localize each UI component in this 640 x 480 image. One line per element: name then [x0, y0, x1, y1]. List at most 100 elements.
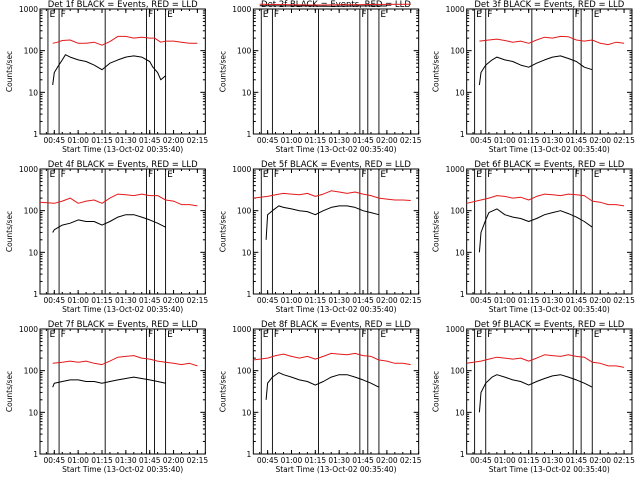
series-line-events — [478, 374, 593, 413]
event-marker-label: F — [148, 330, 153, 340]
series-line-lld — [466, 354, 625, 368]
detector-panel-6: Det 6f BLACK = Events, RED = LLD 1 10 100 10… — [432, 160, 635, 314]
event-marker-label: F — [61, 330, 66, 340]
detector-panel-1: Det 1f BLACK = Events, RED = LLD 1 10 100 10… — [5, 0, 208, 154]
x-tick-label: 01:00 — [494, 456, 516, 465]
x-tick-label: 01:00 — [67, 136, 89, 145]
x-tick-label: 00:45 — [257, 296, 279, 305]
event-marker-label: F — [361, 10, 366, 20]
x-tick-label: 00:45 — [470, 456, 492, 465]
panel-title: Det 1f BLACK = Events, RED = LLD — [48, 0, 198, 10]
x-tick-label: 01:00 — [281, 296, 303, 305]
detector-panel-8: Det 8f BLACK = Events, RED = LLD 1 10 100 10… — [218, 320, 421, 474]
event-marker-label: F — [361, 170, 366, 180]
y-tick-label: 1000 — [232, 5, 251, 14]
panel-title: Det 6f BLACK = Events, RED = LLD — [474, 160, 624, 170]
x-tick-label: 02:15 — [613, 456, 635, 465]
series-line-events — [265, 205, 380, 240]
series-line-lld — [479, 35, 625, 46]
x-tick-label: 01:45 — [566, 296, 588, 305]
event-marker-label: E — [476, 10, 482, 20]
x-tick-label: 02:00 — [589, 296, 611, 305]
x-tick-label: 01:30 — [542, 456, 564, 465]
x-tick-label: 02:00 — [163, 456, 185, 465]
y-axis-label: Counts/sec — [5, 371, 14, 412]
y-tick-label: 10 — [242, 248, 252, 257]
event-marker-label: E — [594, 330, 600, 340]
x-tick-label: 02:15 — [400, 136, 422, 145]
event-marker-label: F — [61, 10, 66, 20]
series-line-lld — [253, 190, 411, 201]
detector-panel-3: Det 3f BLACK = Events, RED = LLD 1 10 100 10… — [432, 0, 635, 154]
panel-title: Det 4f BLACK = Events, RED = LLD — [48, 160, 198, 170]
event-marker-label: E — [263, 330, 269, 340]
y-axis-label: Counts/sec — [5, 51, 14, 92]
event-marker-label: E — [380, 10, 386, 20]
series-line-lld — [253, 352, 411, 366]
x-tick-label: 01:15 — [518, 136, 540, 145]
x-tick-label: 01:30 — [542, 136, 564, 145]
y-axis-label: Counts/sec — [218, 211, 227, 252]
plot-frame — [39, 168, 206, 295]
y-tick-label: 1 — [247, 130, 252, 139]
event-marker-label: E — [167, 170, 173, 180]
series-line-events — [259, 5, 387, 7]
event-marker-label: F — [274, 10, 279, 20]
y-tick-label: 1 — [33, 130, 38, 139]
x-tick-label: 00:45 — [43, 296, 65, 305]
detector-panel-4: Det 4f BLACK = Events, RED = LLD 1 10 100 10… — [5, 160, 208, 314]
y-tick-label: 1000 — [19, 165, 38, 174]
y-tick-label: 1 — [247, 290, 252, 299]
event-marker-label: E — [263, 10, 269, 20]
y-axis-label: Counts/sec — [5, 211, 14, 252]
x-tick-label: 01:30 — [115, 296, 137, 305]
panel-title: Det 8f BLACK = Events, RED = LLD — [261, 320, 411, 330]
x-tick-label: 02:15 — [187, 136, 209, 145]
event-marker-label: E — [49, 330, 55, 340]
y-tick-label: 100 — [450, 47, 465, 56]
x-tick-label: 00:45 — [43, 456, 65, 465]
x-tick-label: 01:30 — [115, 136, 137, 145]
x-tick-label: 01:45 — [352, 296, 374, 305]
y-axis-label: Counts/sec — [432, 371, 441, 412]
y-tick-label: 10 — [28, 248, 38, 257]
x-tick-label: 00:45 — [470, 136, 492, 145]
event-marker-label: E — [263, 170, 269, 180]
plot-frame — [466, 168, 633, 295]
event-marker-label: F — [487, 170, 492, 180]
x-tick-label: 02:15 — [400, 296, 422, 305]
y-tick-label: 10 — [28, 408, 38, 417]
x-tick-label: 01:00 — [67, 456, 89, 465]
x-axis-label: Start Time (13-Oct-02 00:35:40) — [275, 145, 396, 154]
y-tick-label: 100 — [24, 207, 39, 216]
x-axis-label: Start Time (13-Oct-02 00:35:40) — [62, 305, 183, 314]
x-tick-label: 00:45 — [257, 136, 279, 145]
x-axis-label: Start Time (13-Oct-02 00:35:40) — [489, 145, 610, 154]
y-axis-label: Counts/sec — [218, 371, 227, 412]
y-tick-label: 1 — [33, 290, 38, 299]
series-line-lld — [466, 193, 625, 207]
y-tick-label: 100 — [24, 47, 39, 56]
x-tick-label: 01:00 — [494, 296, 516, 305]
y-tick-label: 1 — [33, 450, 38, 459]
y-tick-label: 100 — [237, 47, 252, 56]
series-line-lld — [39, 193, 198, 207]
x-tick-label: 01:30 — [115, 456, 137, 465]
event-marker-label: F — [61, 170, 66, 180]
x-tick-label: 01:00 — [494, 136, 516, 145]
plot-frame — [466, 328, 633, 455]
plot-frame — [39, 328, 206, 455]
detector-panel-2: Det 2f BLACK = Events, RED = LLD11010010… — [218, 0, 421, 154]
y-tick-label: 10 — [242, 408, 252, 417]
series-line-events — [478, 208, 593, 253]
y-tick-label: 1 — [247, 450, 252, 459]
x-axis-label: Start Time (13-Oct-02 00:35:40) — [62, 465, 183, 474]
x-tick-label: 01:45 — [139, 136, 161, 145]
x-tick-label: 01:15 — [91, 456, 113, 465]
y-tick-label: 1000 — [19, 5, 38, 14]
x-tick-label: 00:45 — [470, 296, 492, 305]
x-tick-label: 01:15 — [305, 456, 327, 465]
y-axis-label: Counts/sec — [432, 211, 441, 252]
panel-title: Det 9f BLACK = Events, RED = LLD — [474, 320, 624, 330]
y-tick-label: 1000 — [232, 165, 251, 174]
